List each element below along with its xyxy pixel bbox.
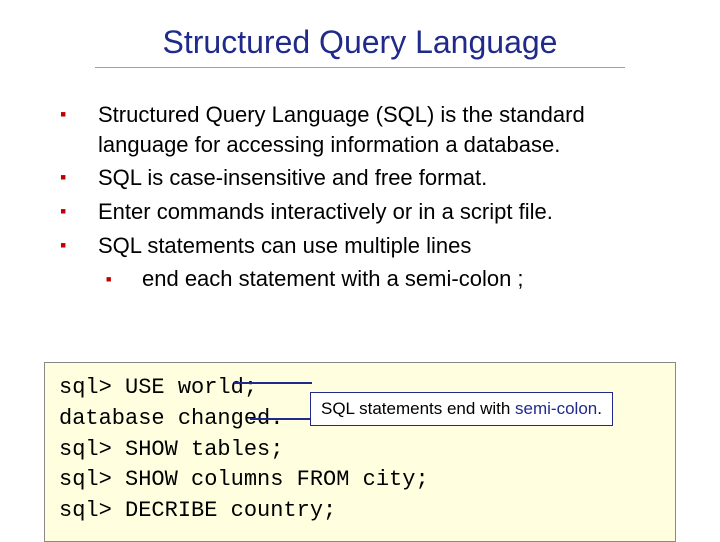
- slide-title: Structured Query Language: [163, 24, 558, 67]
- code-line: sql> DECRIBE country;: [59, 498, 336, 523]
- bullet-item: ▪ Enter commands interactively or in a s…: [60, 197, 672, 227]
- bullet-mark-icon: ▪: [60, 197, 98, 223]
- bullet-mark-icon: ▪: [60, 231, 98, 257]
- code-line: sql> USE world;: [59, 375, 257, 400]
- sub-bullet-mark-icon: ■: [98, 264, 126, 285]
- bullet-list: ▪ Structured Query Language (SQL) is the…: [60, 100, 672, 294]
- code-box: sql> USE world; database changed. sql> S…: [44, 362, 676, 542]
- bullet-item: ▪ SQL is case-insensitive and free forma…: [60, 163, 672, 193]
- callout-box: SQL statements end with semi-colon.: [310, 392, 613, 426]
- bullet-text: SQL statements can use multiple lines: [98, 231, 672, 261]
- callout-text-suffix: .: [597, 399, 602, 418]
- title-underline: [95, 67, 625, 68]
- arrow-line-icon: [234, 382, 312, 384]
- bullet-item: ▪ SQL statements can use multiple lines: [60, 231, 672, 261]
- bullet-text: Enter commands interactively or in a scr…: [98, 197, 672, 227]
- callout-emphasis: semi-colon: [515, 399, 597, 418]
- bullet-item: ▪ Structured Query Language (SQL) is the…: [60, 100, 672, 159]
- bullet-mark-icon: ▪: [60, 163, 98, 189]
- sub-bullet-item: ■ end each statement with a semi-colon ;: [98, 264, 672, 294]
- slide-title-wrap: Structured Query Language: [0, 0, 720, 72]
- code-line: sql> SHOW tables;: [59, 437, 283, 462]
- slide: Structured Query Language ▪ Structured Q…: [0, 0, 720, 540]
- bullet-text: Structured Query Language (SQL) is the s…: [98, 100, 672, 159]
- bullet-text: SQL is case-insensitive and free format.: [98, 163, 672, 193]
- callout-text-prefix: SQL statements end with: [321, 399, 515, 418]
- bullet-mark-icon: ▪: [60, 100, 98, 126]
- code-line: sql> SHOW columns FROM city;: [59, 467, 429, 492]
- sub-bullet-text: end each statement with a semi-colon ;: [126, 264, 672, 294]
- arrow-line-icon: [250, 418, 312, 420]
